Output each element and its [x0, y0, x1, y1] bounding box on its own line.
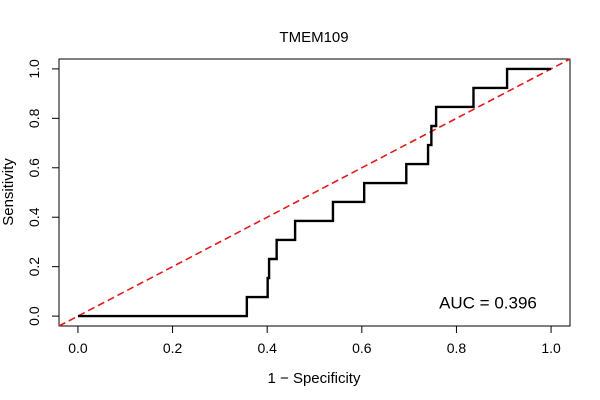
y-tick-label: 0.0 [26, 306, 42, 326]
x-tick-label: 1.0 [541, 340, 561, 356]
y-tick-label: 1.0 [26, 59, 42, 79]
y-tick-label: 0.6 [26, 158, 42, 178]
roc-curve-line [77, 67, 552, 318]
reference-diagonal-line [58, 58, 571, 327]
x-tick-label: 0.4 [257, 340, 277, 356]
plot-area: AUC = 0.396 [58, 58, 571, 327]
x-tick-label: 0.2 [163, 340, 183, 356]
chart-title: TMEM109 [279, 29, 348, 46]
y-tick-label: 0.4 [26, 207, 42, 227]
x-tick-label: 0.6 [352, 340, 372, 356]
x-axis-title: 1 − Specificity [268, 370, 361, 387]
x-tick-label: 0.0 [68, 340, 88, 356]
auc-annotation: AUC = 0.396 [439, 294, 537, 313]
y-tick-label: 0.8 [26, 108, 42, 128]
x-tick-label: 0.8 [447, 340, 467, 356]
y-axis: 0.0 0.2 0.4 0.6 0.8 1.0 [26, 59, 60, 326]
annotation-layer: AUC = 0.396 [439, 294, 537, 313]
y-axis-title: Sensitivity [0, 158, 17, 226]
y-tick-label: 0.2 [26, 257, 42, 277]
series-layer [58, 58, 571, 327]
x-axis: 0.0 0.2 0.4 0.6 0.8 1.0 [68, 325, 561, 356]
